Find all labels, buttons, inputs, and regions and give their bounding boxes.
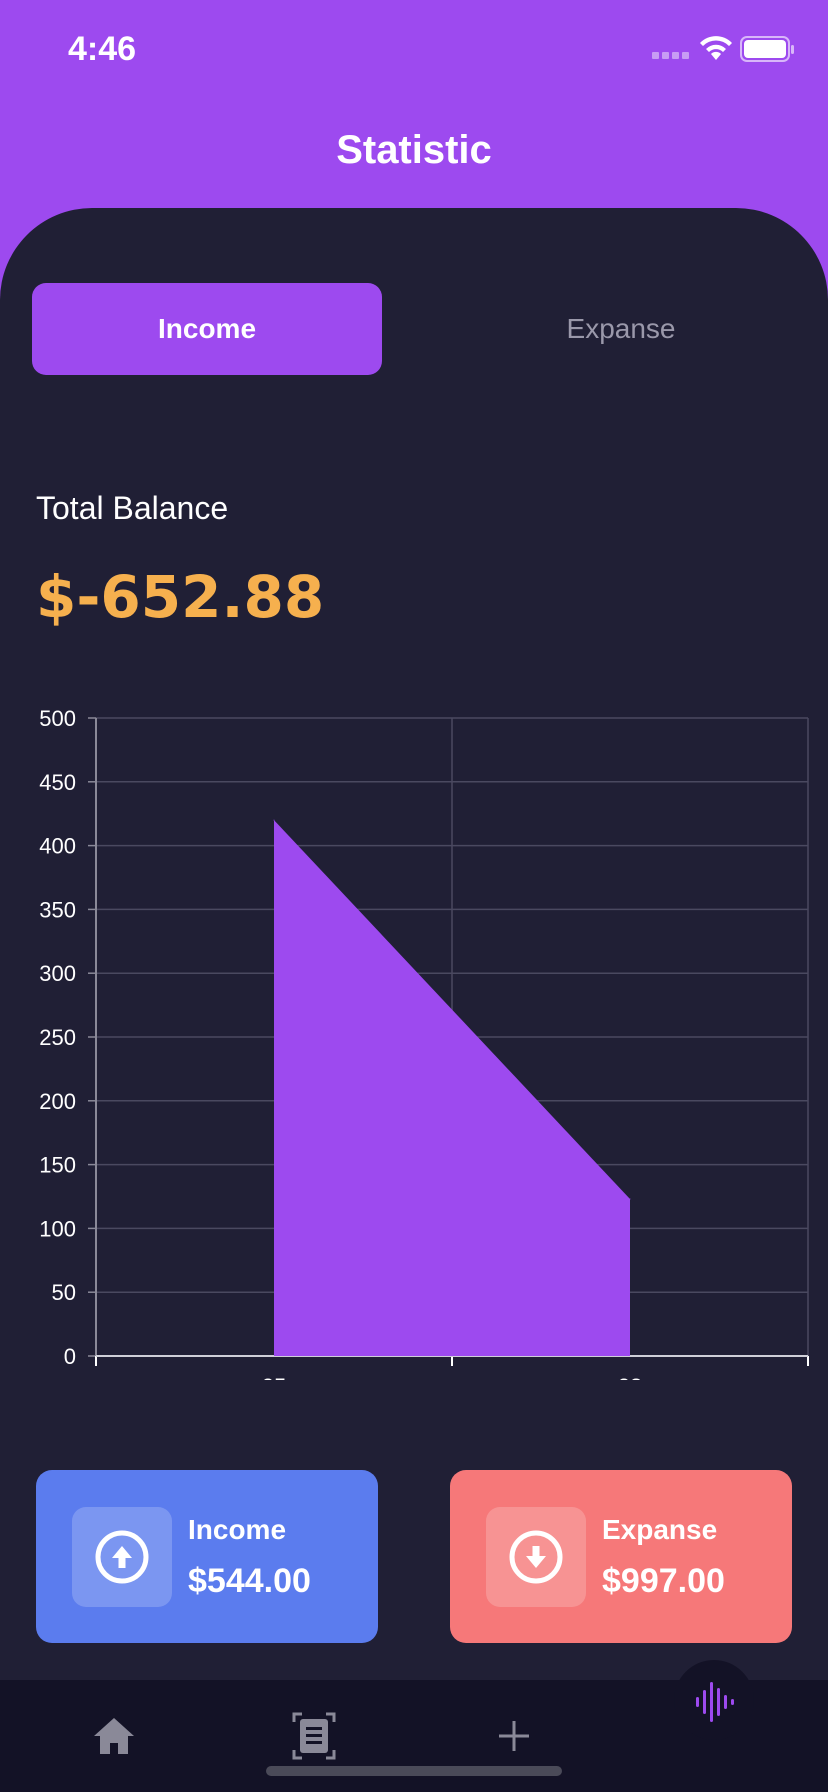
arrow-up-circle-icon [95, 1530, 149, 1584]
total-balance-value: $-652.88 [36, 563, 325, 631]
status-bar: 4:46 [0, 0, 828, 100]
income-card-label: Income [188, 1514, 287, 1545]
document-scan-icon[interactable] [292, 1712, 336, 1760]
income-card-amount: $544.00 [188, 1562, 311, 1600]
income-summary-card[interactable]: Income $544.00 [36, 1470, 378, 1643]
total-balance-label: Total Balance [36, 490, 229, 526]
audio-wave-icon[interactable] [694, 1680, 734, 1724]
chart-y-tick-label: 150 [39, 1153, 76, 1178]
chart-y-tick-label: 350 [39, 897, 76, 922]
expanse-icon-box [486, 1507, 586, 1607]
expanse-summary-card[interactable]: Expanse $997.00 [450, 1470, 792, 1643]
chart-y-tick-label: 100 [39, 1216, 76, 1241]
chart-y-tick-label: 50 [52, 1280, 76, 1305]
chart-area-series [274, 820, 630, 1356]
chart-data-point [629, 1198, 631, 1200]
home-icon[interactable] [92, 1716, 136, 1756]
chart-y-tick-label: 500 [39, 706, 76, 731]
battery-icon [740, 36, 794, 62]
home-indicator [266, 1766, 562, 1776]
income-icon-box [72, 1507, 172, 1607]
chart-y-tick-label: 250 [39, 1025, 76, 1050]
chart-x-tick-label: 25 [262, 1374, 286, 1380]
wifi-icon [700, 36, 732, 60]
chart-data-point [273, 819, 275, 821]
expanse-card-label: Expanse [602, 1514, 718, 1545]
plus-icon[interactable] [498, 1720, 530, 1752]
status-time: 4:46 [68, 30, 137, 68]
balance-area-chart: 0 50 100 150 200 250 300 350 400 450 500 25 23 [39, 706, 809, 1380]
cellular-signal-icon [652, 52, 689, 59]
chart-x-tick-label: 23 [618, 1374, 642, 1380]
tab-income[interactable]: Income [32, 283, 382, 375]
page-title: Statistic [336, 128, 492, 172]
nav-active-bump [674, 1660, 754, 1740]
chart-y-tick-label: 300 [39, 961, 76, 986]
chart-y-tick-label: 200 [39, 1089, 76, 1114]
tab-expanse[interactable]: Expanse [566, 313, 676, 344]
chart-y-tick-label: 450 [39, 770, 76, 795]
chart-y-tick-label: 400 [39, 834, 76, 859]
arrow-down-circle-icon [509, 1530, 563, 1584]
chart-y-tick-label: 0 [64, 1344, 76, 1369]
expanse-card-amount: $997.00 [602, 1562, 725, 1600]
